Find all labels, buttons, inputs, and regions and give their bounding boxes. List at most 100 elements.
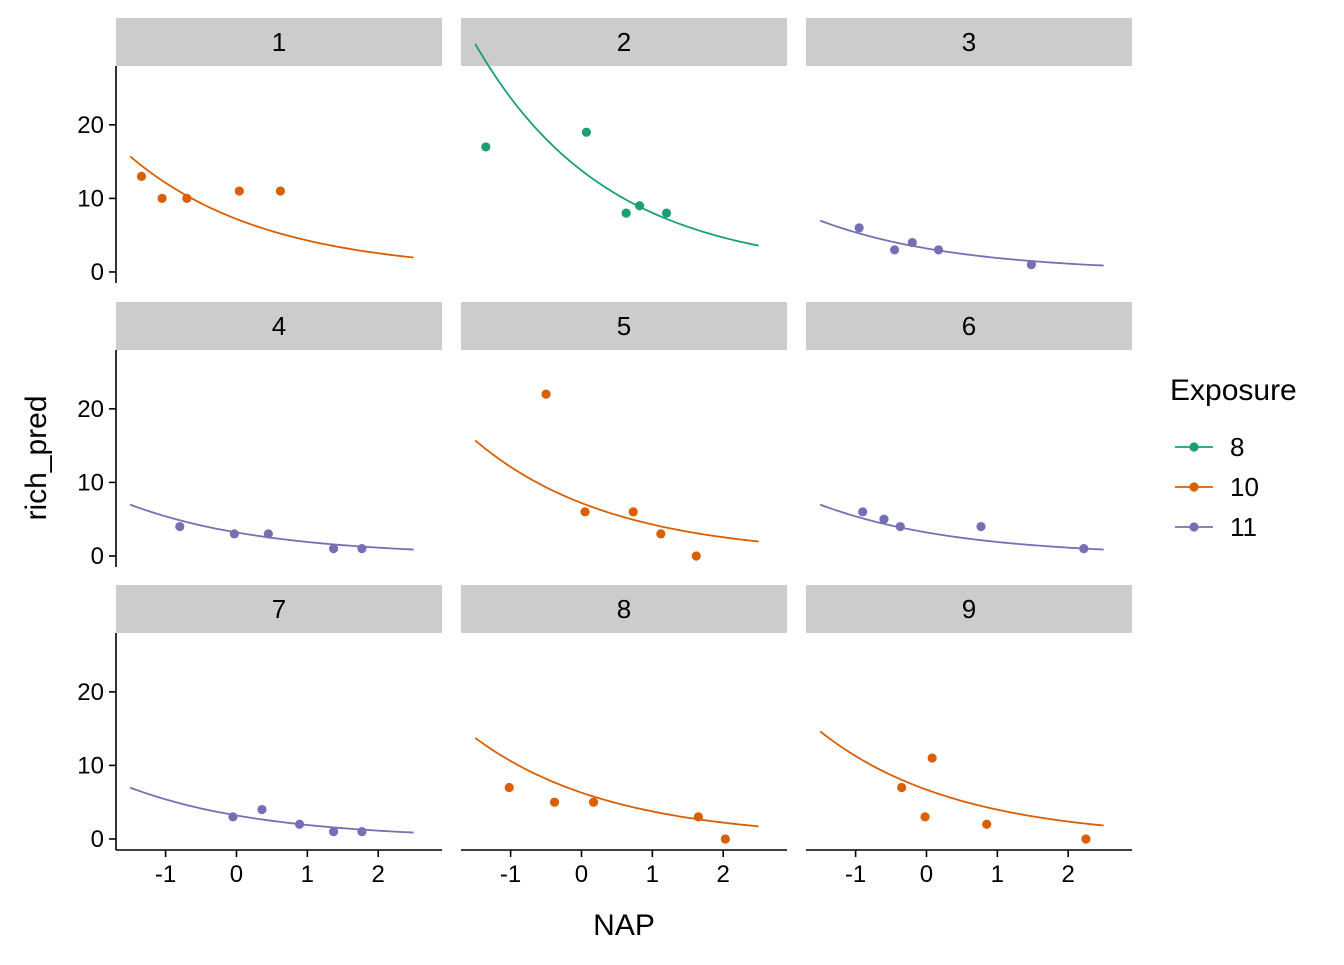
facet-strip xyxy=(806,302,1132,350)
data-point xyxy=(481,142,491,152)
y-tick-label: 10 xyxy=(77,185,104,212)
legend-entry-label: 11 xyxy=(1230,512,1257,542)
facet-strip-label: 2 xyxy=(617,27,631,57)
legend-entry: 8 xyxy=(1175,432,1244,462)
facet-strip xyxy=(116,18,442,66)
data-point xyxy=(621,208,631,218)
data-point xyxy=(854,223,864,233)
x-tick-label: 1 xyxy=(991,861,1004,888)
data-point xyxy=(976,521,986,532)
x-tick-label: 2 xyxy=(372,861,385,888)
data-point xyxy=(889,245,900,255)
data-point xyxy=(541,389,551,399)
fitted-line xyxy=(129,786,414,834)
panel-8: 8 -1 0 1 2 xyxy=(461,585,787,888)
data-point xyxy=(581,127,592,137)
data-point xyxy=(588,797,599,807)
facet-strip-label: 3 xyxy=(962,27,976,57)
facet-strip-label: 4 xyxy=(272,311,286,341)
data-point xyxy=(549,797,560,807)
legend-key-point xyxy=(1189,482,1199,492)
y-axis-title: rich_pred xyxy=(20,395,53,520)
data-point xyxy=(580,507,590,517)
facet-strip-label: 8 xyxy=(617,594,631,624)
facet-strip xyxy=(806,18,1132,66)
data-point xyxy=(1026,260,1036,270)
y-tick-label: 0 xyxy=(91,543,104,570)
x-tick-label: 0 xyxy=(230,861,243,888)
y-tick-label: 20 xyxy=(77,679,104,706)
x-tick-label: 2 xyxy=(717,861,730,888)
data-point xyxy=(294,819,305,829)
legend: Exposure 8 10 11 xyxy=(1170,374,1297,542)
data-point xyxy=(257,804,267,815)
data-point xyxy=(656,529,666,539)
panel-5: 5 xyxy=(461,302,787,561)
facet-strip-label: 5 xyxy=(617,311,631,341)
data-point xyxy=(858,507,868,517)
y-tick-label: 10 xyxy=(77,752,104,779)
x-axis-title: NAP xyxy=(593,909,655,942)
data-point xyxy=(328,827,339,837)
fitted-line xyxy=(819,503,1104,551)
panel-3: 3 xyxy=(806,18,1132,270)
data-point xyxy=(920,812,930,822)
data-point xyxy=(357,827,367,837)
data-point xyxy=(927,753,937,763)
panel-6: 6 xyxy=(806,302,1132,554)
data-point xyxy=(275,186,286,196)
fitted-line xyxy=(474,439,759,543)
legend-title: Exposure xyxy=(1170,374,1297,407)
y-tick-label: 0 xyxy=(91,826,104,853)
data-point xyxy=(691,551,701,561)
data-point xyxy=(157,193,167,204)
y-tick-label: 20 xyxy=(77,396,104,423)
data-point xyxy=(933,245,944,255)
fitted-line xyxy=(129,155,414,259)
data-point xyxy=(228,812,238,822)
x-tick-label: -1 xyxy=(155,861,176,888)
facet-strip xyxy=(461,302,787,350)
data-point xyxy=(229,529,239,539)
legend-entry-label: 8 xyxy=(1230,432,1244,462)
data-point xyxy=(661,208,672,218)
facet-strip xyxy=(461,18,787,66)
data-point xyxy=(895,521,905,532)
facet-strip xyxy=(116,585,442,633)
data-point xyxy=(182,193,192,204)
legend-key-point xyxy=(1189,522,1199,532)
fitted-line xyxy=(819,730,1104,827)
x-tick-label: 1 xyxy=(301,861,314,888)
data-point xyxy=(907,237,917,248)
legend-key-point xyxy=(1189,442,1199,452)
data-point xyxy=(720,834,730,844)
fitted-line xyxy=(474,737,759,828)
panel-4: 4 0 10 20 xyxy=(77,302,442,570)
x-tick-label: 0 xyxy=(575,861,588,888)
data-point xyxy=(1079,544,1089,554)
data-point xyxy=(879,514,889,524)
facet-strip xyxy=(116,302,442,350)
x-tick-label: 0 xyxy=(920,861,933,888)
data-point xyxy=(504,782,514,793)
panel-2: 2 xyxy=(461,18,787,247)
data-point xyxy=(175,521,185,532)
legend-entry: 11 xyxy=(1175,512,1257,542)
fitted-line xyxy=(819,219,1104,267)
data-point xyxy=(234,186,244,196)
data-point xyxy=(693,812,704,822)
data-point xyxy=(136,171,147,181)
fitted-line xyxy=(129,503,414,551)
panel-9: 9 -1 0 1 2 xyxy=(806,585,1132,888)
legend-entry-label: 10 xyxy=(1230,472,1259,502)
data-point xyxy=(263,529,273,539)
x-tick-label: 1 xyxy=(646,861,659,888)
x-tick-label: 2 xyxy=(1062,861,1075,888)
fitted-line xyxy=(474,43,759,247)
y-tick-label: 0 xyxy=(91,259,104,286)
y-tick-label: 20 xyxy=(77,112,104,139)
facet-strip xyxy=(806,585,1132,633)
